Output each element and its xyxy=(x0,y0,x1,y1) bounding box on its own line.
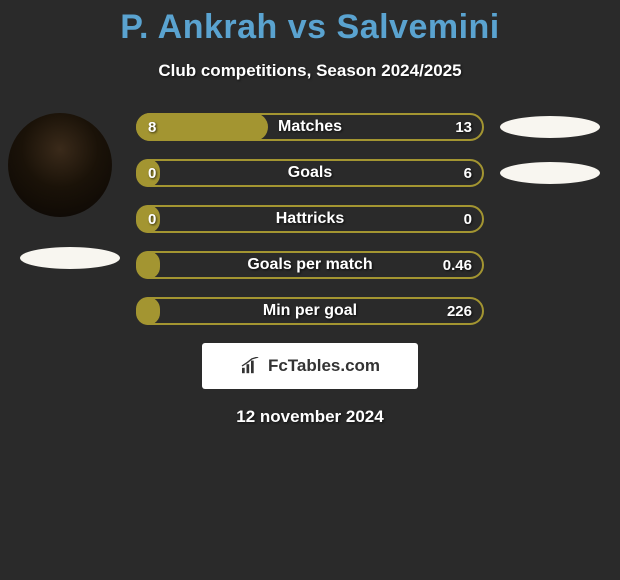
page-title: P. Ankrah vs Salvemini xyxy=(0,8,620,47)
stat-row: 0 Hattricks 0 xyxy=(136,205,484,233)
main-area: 8 Matches 13 0 Goals 6 0 Hattricks 0 xyxy=(0,113,620,427)
bar-outline xyxy=(136,251,484,279)
page-subtitle: Club competitions, Season 2024/2025 xyxy=(0,61,620,81)
logo-text: FcTables.com xyxy=(268,356,380,376)
bar-outline xyxy=(136,205,484,233)
ellipse-right-2 xyxy=(500,162,600,184)
ellipse-left xyxy=(20,247,120,269)
stat-row: Min per goal 226 xyxy=(136,297,484,325)
bar-outline xyxy=(136,297,484,325)
stat-right-value: 0 xyxy=(464,205,472,233)
stat-right-value: 13 xyxy=(455,113,472,141)
source-logo: FcTables.com xyxy=(202,343,418,389)
ellipse-right-1 xyxy=(500,116,600,138)
comparison-card: P. Ankrah vs Salvemini Club competitions… xyxy=(0,0,620,427)
stat-left-value: 0 xyxy=(148,205,156,233)
stat-right-value: 226 xyxy=(447,297,472,325)
bar-outline xyxy=(136,159,484,187)
bar-fill xyxy=(136,251,160,279)
stat-right-value: 6 xyxy=(464,159,472,187)
bar-fill xyxy=(136,297,160,325)
date-label: 12 november 2024 xyxy=(0,407,620,427)
stat-left-value: 8 xyxy=(148,113,156,141)
stat-bars: 8 Matches 13 0 Goals 6 0 Hattricks 0 xyxy=(136,113,484,325)
stat-row: 8 Matches 13 xyxy=(136,113,484,141)
stat-left-value: 0 xyxy=(148,159,156,187)
chart-icon xyxy=(240,357,262,375)
stat-row: Goals per match 0.46 xyxy=(136,251,484,279)
player-photo-left xyxy=(8,113,112,217)
stat-right-value: 0.46 xyxy=(443,251,472,279)
stat-row: 0 Goals 6 xyxy=(136,159,484,187)
